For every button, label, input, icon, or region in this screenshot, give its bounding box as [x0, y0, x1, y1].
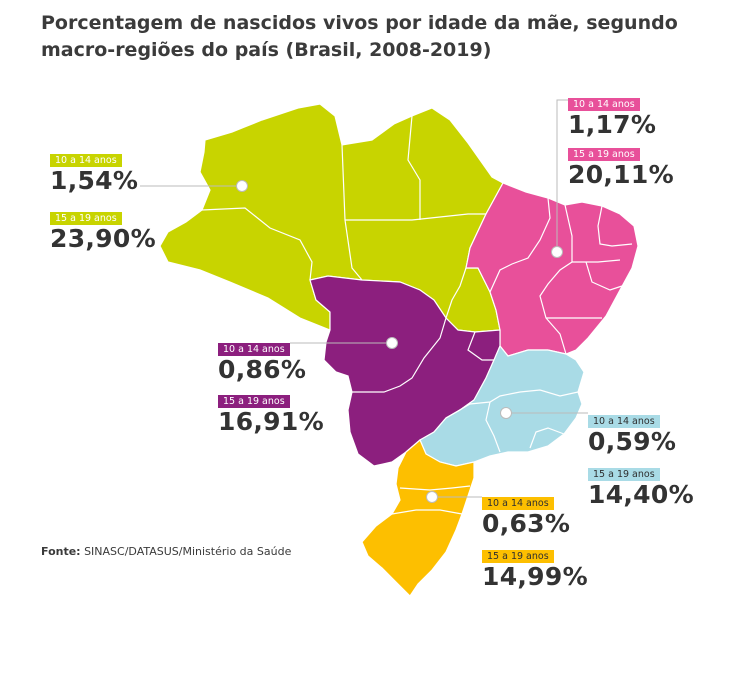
- marker-norte: [236, 180, 248, 192]
- label-nordeste-older: 15 a 19 anos 20,11%: [568, 142, 674, 189]
- label-sudeste-older: 15 a 19 anos 14,40%: [588, 462, 694, 509]
- marker-centro-oeste: [386, 337, 398, 349]
- badge-sul-10-14: 10 a 14 anos: [482, 497, 554, 510]
- value-centro-oeste-15-19: 16,91%: [218, 407, 324, 436]
- badge-centro-oeste-15-19: 15 a 19 anos: [218, 395, 290, 408]
- value-nordeste-10-14: 1,17%: [568, 110, 657, 139]
- label-sudeste-young: 10 a 14 anos 0,59%: [588, 409, 676, 456]
- source-prefix: Fonte:: [41, 545, 81, 558]
- badge-nordeste-15-19: 15 a 19 anos: [568, 148, 640, 161]
- badge-centro-oeste-10-14: 10 a 14 anos: [218, 343, 290, 356]
- value-sudeste-10-14: 0,59%: [588, 427, 677, 456]
- value-sudeste-15-19: 14,40%: [588, 480, 694, 509]
- value-norte-15-19: 23,90%: [50, 224, 156, 253]
- value-centro-oeste-10-14: 0,86%: [218, 355, 307, 384]
- label-norte-young: 10 a 14 anos 1,54%: [50, 148, 138, 195]
- region-sudeste: [419, 344, 585, 467]
- value-sul-10-14: 0,63%: [482, 509, 571, 538]
- value-sul-15-19: 14,99%: [482, 562, 588, 591]
- source-text: SINASC/DATASUS/Ministério da Saúde: [80, 545, 292, 558]
- source-note: Fonte: SINASC/DATASUS/Ministério da Saúd…: [41, 545, 291, 558]
- badge-sudeste-10-14: 10 a 14 anos: [588, 415, 660, 428]
- value-nordeste-15-19: 20,11%: [568, 160, 674, 189]
- value-norte-10-14: 1,54%: [50, 166, 139, 195]
- badge-norte-10-14: 10 a 14 anos: [50, 154, 122, 167]
- region-nordeste: [465, 182, 639, 357]
- label-nordeste-young: 10 a 14 anos 1,17%: [568, 92, 656, 139]
- label-centro-oeste-older: 15 a 19 anos 16,91%: [218, 389, 324, 436]
- badge-norte-15-19: 15 a 19 anos: [50, 212, 122, 225]
- badge-sul-15-19: 15 a 19 anos: [482, 550, 554, 563]
- region-sul: [361, 439, 475, 597]
- label-sul-young: 10 a 14 anos 0,63%: [482, 491, 570, 538]
- label-centro-oeste-young: 10 a 14 anos 0,86%: [218, 337, 306, 384]
- label-sul-older: 15 a 19 anos 14,99%: [482, 544, 588, 591]
- label-norte-older: 15 a 19 anos 23,90%: [50, 206, 156, 253]
- badge-nordeste-10-14: 10 a 14 anos: [568, 98, 640, 111]
- map-title: Porcentagem de nascidos vivos por idade …: [41, 12, 678, 61]
- marker-sudeste: [500, 407, 512, 419]
- marker-sul: [426, 491, 438, 503]
- badge-sudeste-15-19: 15 a 19 anos: [588, 468, 660, 481]
- leader-line-nordeste: [556, 99, 568, 252]
- marker-nordeste: [551, 246, 563, 258]
